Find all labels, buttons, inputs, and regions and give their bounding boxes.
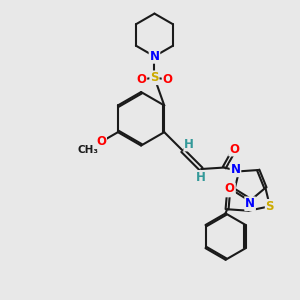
Text: O: O (224, 182, 235, 195)
Text: S: S (150, 71, 159, 84)
Text: N: N (149, 50, 160, 63)
Text: O: O (163, 73, 172, 86)
Text: H: H (184, 138, 194, 151)
Text: CH₃: CH₃ (77, 145, 98, 154)
Text: N: N (230, 164, 241, 176)
Text: H: H (196, 171, 206, 184)
Text: O: O (96, 135, 106, 148)
Text: N: N (225, 184, 235, 196)
Text: O: O (229, 142, 239, 156)
Text: O: O (136, 73, 146, 86)
Text: S: S (266, 200, 274, 213)
Text: N: N (245, 197, 255, 210)
